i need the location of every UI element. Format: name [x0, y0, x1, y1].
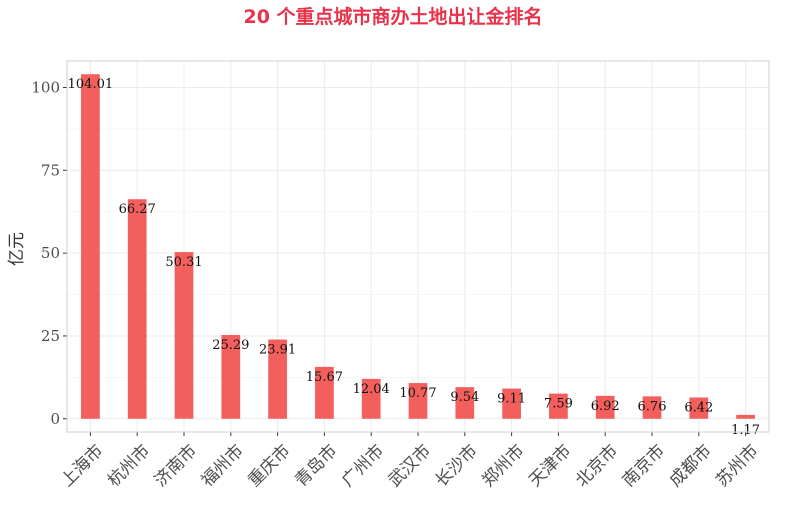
x-tick-label: 苏州市 [712, 441, 762, 491]
bar [595, 395, 615, 419]
data-label: 7.59 [544, 397, 573, 412]
data-label: 9.11 [497, 392, 526, 407]
data-label: 6.42 [684, 400, 713, 415]
bar [736, 414, 755, 419]
bar [81, 74, 100, 419]
data-label: 9.54 [450, 390, 479, 405]
bar [127, 199, 147, 419]
y-tick-label: 0 [50, 410, 60, 428]
chart-title: 20 个重点城市商办土地出让金排名 [243, 5, 542, 28]
x-tick-label: 青岛市 [291, 441, 341, 491]
bar [689, 397, 709, 419]
data-label: 10.77 [399, 386, 436, 401]
data-label: 23.91 [259, 343, 296, 358]
x-tick-label: 重庆市 [244, 441, 294, 491]
x-tick-label: 郑州市 [478, 441, 528, 491]
bar [502, 388, 521, 419]
bar [642, 396, 662, 419]
data-label: 12.04 [353, 382, 390, 397]
data-label: 104.01 [68, 77, 114, 92]
x-tick-label: 北京市 [572, 441, 622, 491]
x-tick-label: 南京市 [619, 441, 669, 491]
plot-border [66, 60, 770, 433]
data-label: 6.76 [638, 399, 667, 414]
y-tick-label: 25 [41, 327, 60, 345]
data-label: 66.27 [119, 202, 156, 217]
y-tick-label: 100 [31, 79, 60, 97]
x-tick-label: 天津市 [525, 441, 575, 491]
bar [455, 387, 475, 419]
y-tick-label: 50 [41, 244, 60, 262]
data-label: 25.29 [212, 338, 249, 353]
bar [315, 366, 334, 419]
y-axis-label: 亿元 [7, 232, 27, 266]
x-tick-label: 广州市 [338, 441, 388, 491]
x-tick-label: 杭州市 [104, 441, 154, 491]
x-tick-label: 武汉市 [385, 441, 435, 491]
data-label: 6.92 [591, 399, 620, 414]
bar [268, 339, 287, 419]
x-tick-label: 济南市 [151, 441, 201, 491]
x-tick-label: 长沙市 [432, 441, 482, 491]
data-label: 15.67 [306, 370, 343, 385]
plot-area: 0 25 50 75 100 104.01 上海市 66.27 杭州市 50.31 济南市 25.29… [31, 60, 770, 491]
x-tick-label: 上海市 [57, 441, 107, 491]
data-label: 50.31 [165, 255, 202, 270]
y-tick-label: 75 [41, 161, 60, 179]
x-tick-label: 成都市 [666, 441, 716, 491]
bar [174, 252, 194, 419]
bar [221, 334, 241, 419]
data-label: 1.17 [731, 423, 760, 438]
x-tick-label: 福州市 [198, 441, 248, 491]
bar [408, 383, 428, 419]
bar [361, 378, 381, 419]
bar [549, 393, 568, 419]
